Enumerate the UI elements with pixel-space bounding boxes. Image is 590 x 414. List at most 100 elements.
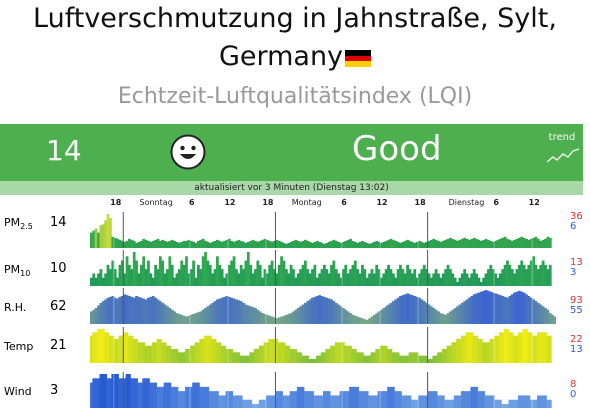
chart-bar bbox=[427, 304, 431, 324]
chart-bar bbox=[125, 374, 129, 408]
chart-bar bbox=[135, 296, 138, 324]
chart-bar bbox=[268, 339, 272, 363]
chart-bar bbox=[258, 399, 262, 408]
chart-bar bbox=[258, 311, 262, 324]
timeline-day-label: Montag bbox=[291, 198, 322, 207]
chart-bar bbox=[154, 239, 157, 248]
chart-bar bbox=[534, 335, 538, 363]
metric-label: R.H. bbox=[4, 301, 27, 314]
german-flag-icon bbox=[345, 50, 372, 67]
chart-bar bbox=[292, 269, 295, 286]
chart-bar bbox=[375, 240, 379, 248]
chart-bar bbox=[456, 395, 459, 408]
chart-bar bbox=[289, 349, 293, 363]
timeline-hour-label: 6 bbox=[341, 198, 347, 207]
metric-label: Temp bbox=[4, 340, 34, 353]
chart-bar bbox=[273, 269, 276, 286]
chart-bar bbox=[368, 395, 371, 408]
chart-bar bbox=[120, 378, 124, 408]
chart-bar bbox=[489, 240, 493, 248]
trend-button[interactable]: trend bbox=[544, 132, 580, 168]
chart-bar bbox=[449, 269, 452, 286]
chart-bar bbox=[332, 260, 336, 286]
chart-bar bbox=[330, 299, 333, 324]
chart-bar bbox=[280, 342, 283, 363]
chart-bar bbox=[166, 269, 169, 286]
chart-bar bbox=[515, 399, 519, 408]
chart-bar bbox=[529, 238, 533, 248]
chart-bar bbox=[382, 345, 386, 363]
chart-bar bbox=[475, 273, 478, 286]
chart-bar bbox=[408, 352, 412, 363]
chart-bar bbox=[213, 339, 217, 363]
chart-bar bbox=[437, 311, 440, 324]
metric-max-value: 22 bbox=[570, 334, 583, 345]
chart-bar bbox=[149, 273, 153, 286]
chart-bar bbox=[391, 352, 395, 363]
timeline-hour-label: 18 bbox=[262, 198, 274, 207]
chart-bar bbox=[237, 300, 241, 324]
chart-bar bbox=[403, 355, 407, 363]
chart-bar bbox=[249, 352, 253, 363]
chart-bar bbox=[548, 335, 552, 363]
aqi-status-label: Good bbox=[352, 129, 442, 169]
chart-bar bbox=[158, 256, 162, 286]
chart-bar bbox=[235, 299, 238, 324]
chart-bar bbox=[106, 378, 110, 408]
chart-bar bbox=[332, 301, 336, 324]
chart-bar bbox=[410, 295, 414, 324]
chart-bar bbox=[546, 309, 550, 324]
chart-bar bbox=[453, 342, 457, 363]
chart-bar bbox=[99, 329, 103, 363]
chart-bar bbox=[460, 335, 464, 363]
chart-bar bbox=[218, 264, 222, 286]
chart-bar bbox=[408, 269, 412, 286]
chart-bar bbox=[192, 241, 196, 248]
chart-bar bbox=[246, 355, 250, 363]
chart-bar bbox=[491, 395, 495, 408]
chart-bar bbox=[230, 349, 234, 363]
chart-bar bbox=[268, 264, 272, 286]
chart-bar bbox=[420, 269, 424, 286]
chart-bar bbox=[506, 238, 509, 248]
chart-bar bbox=[208, 264, 212, 286]
chart-bar bbox=[106, 297, 110, 324]
chart-bar bbox=[342, 308, 345, 324]
chart-bar bbox=[116, 298, 119, 324]
chart-bar bbox=[487, 290, 490, 324]
chart-bar bbox=[456, 282, 459, 286]
chart-bar bbox=[415, 277, 419, 286]
chart-bar bbox=[422, 301, 426, 324]
chart-bar bbox=[527, 332, 531, 363]
chart-bar bbox=[263, 269, 267, 286]
chart-bar bbox=[501, 296, 505, 324]
chart-bar bbox=[389, 269, 393, 286]
chart-bar bbox=[375, 395, 379, 408]
chart-bar bbox=[194, 342, 198, 363]
chart-bar bbox=[120, 335, 124, 363]
chart-bar bbox=[113, 374, 117, 408]
chart-bar bbox=[254, 349, 257, 363]
chart-bar bbox=[216, 342, 219, 363]
chart-bar bbox=[368, 244, 371, 248]
chart-bar bbox=[548, 399, 552, 408]
chart-bar bbox=[311, 269, 314, 286]
metric-min-value: 55 bbox=[570, 305, 583, 316]
chart-bar bbox=[401, 241, 405, 248]
chart-bar bbox=[230, 391, 234, 408]
chart-bar bbox=[337, 395, 341, 408]
chart-bar bbox=[216, 256, 219, 286]
chart-bar bbox=[513, 399, 516, 408]
chart-bar bbox=[510, 269, 514, 286]
chart-bar bbox=[116, 339, 119, 363]
chart-bar bbox=[166, 241, 169, 248]
chart-bar bbox=[434, 239, 438, 248]
chart-bar bbox=[220, 297, 224, 324]
chart-bar bbox=[161, 302, 165, 324]
chart-bar bbox=[536, 238, 540, 248]
chart-bar bbox=[506, 297, 509, 324]
timeline-hour-label: 12 bbox=[376, 198, 388, 207]
chart-bar bbox=[308, 241, 312, 248]
chart-bar bbox=[147, 260, 150, 286]
chart-bar bbox=[201, 309, 205, 324]
